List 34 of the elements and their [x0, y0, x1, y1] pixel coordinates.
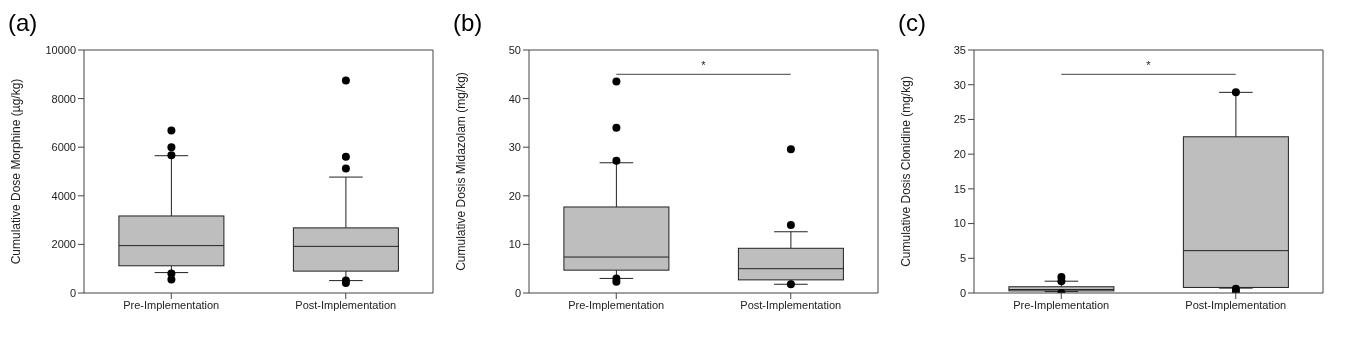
- y-tick-label: 8000: [51, 92, 76, 105]
- x-tick-label: Pre-Implementation: [123, 298, 220, 311]
- y-tick-label: 10: [953, 217, 966, 230]
- y-tick-label: 10: [508, 238, 521, 251]
- y-axis-title: Cumulative Dosis Midazolam (mg/kg): [454, 72, 469, 271]
- y-tick-label: 25: [953, 113, 966, 126]
- y-tick-label: 0: [959, 286, 966, 299]
- y-tick-label: 30: [953, 78, 966, 91]
- chart-title: (c): [898, 8, 926, 38]
- y-axis-title: Cumulative Dosis Clonidine (mg/kg): [899, 76, 914, 267]
- x-tick-label: Pre-Implementation: [568, 298, 665, 311]
- annotation: *: [701, 59, 707, 72]
- y-tick-label: 2000: [51, 238, 76, 251]
- chart-title: (a): [8, 8, 38, 38]
- chart-title: (b): [453, 8, 483, 38]
- y-tick-label: 35: [953, 43, 966, 56]
- y-tick-label: 40: [508, 92, 521, 105]
- y-tick-label: 5: [959, 252, 966, 265]
- y-axis-title: Cumulative Dose Morphine (µg/kg): [9, 78, 24, 265]
- y-tick-label: 0: [69, 286, 76, 299]
- y-tick-label: 4000: [51, 189, 76, 202]
- annotation: *: [1146, 59, 1152, 72]
- x-tick-label: Post-Implementation: [740, 298, 842, 311]
- y-tick-label: 15: [953, 182, 966, 195]
- y-tick-label: 30: [508, 141, 521, 154]
- y-tick-label: 0: [514, 286, 521, 299]
- x-tick-label: Pre-Implementation: [1013, 298, 1110, 311]
- y-tick-label: 50: [508, 43, 521, 56]
- y-tick-label: 6000: [51, 141, 76, 154]
- y-tick-label: 10000: [45, 43, 76, 56]
- x-tick-label: Post-Implementation: [295, 298, 397, 311]
- x-tick-label: Post-Implementation: [1185, 298, 1287, 311]
- y-tick-label: 20: [508, 189, 521, 202]
- y-tick-label: 20: [953, 148, 966, 161]
